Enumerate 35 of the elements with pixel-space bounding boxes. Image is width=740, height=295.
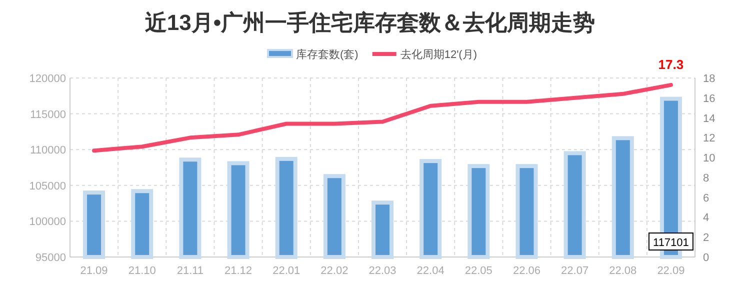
y2-tick-label: 4 (703, 212, 710, 224)
x-tick-label: 22.04 (416, 265, 444, 277)
x-tick-label: 22.07 (561, 265, 589, 277)
legend-label: 库存套数(套) (296, 48, 358, 61)
y2-tick-label: 16 (703, 92, 716, 105)
y-tick-label: 120000 (29, 73, 66, 85)
y-tick-label: 105000 (29, 180, 66, 192)
x-tick-label: 22.08 (609, 265, 637, 277)
y2-tick-label: 0 (703, 252, 710, 264)
data-label: 17.3 (658, 56, 684, 72)
y-tick-label: 100000 (29, 216, 66, 228)
x-tick-label: 21.10 (128, 265, 156, 277)
x-tick-label: 22.03 (368, 265, 396, 277)
x-tick-label: 22.02 (320, 265, 348, 277)
x-tick-label: 21.09 (80, 265, 108, 277)
legend-label: 去化周期12'(月) (400, 48, 477, 61)
x-tick-label: 22.05 (464, 265, 492, 277)
y-tick-label: 95000 (35, 252, 66, 264)
y2-tick-label: 2 (703, 232, 710, 244)
y2-tick-label: 18 (703, 73, 716, 85)
x-tick-label: 21.12 (224, 265, 252, 277)
y2-tick-label: 12 (703, 132, 716, 145)
y-tick-label: 115000 (30, 108, 66, 121)
y2-tick-label: 10 (703, 152, 716, 165)
y2-tick-label: 8 (703, 172, 710, 184)
x-tick-label: 21.11 (176, 265, 204, 277)
data-label: 117101 (653, 237, 689, 249)
x-tick-label: 22.01 (272, 265, 300, 277)
y-tick-label: 110000 (30, 144, 66, 157)
chart-title: 近13月•广州一手住宅库存套数＆去化周期走势 (144, 10, 596, 35)
y2-tick-label: 14 (703, 112, 716, 125)
y2-tick-label: 6 (703, 192, 710, 204)
x-tick-label: 22.06 (512, 265, 540, 277)
x-tick-label: 22.09 (657, 265, 685, 277)
line-series (92, 82, 673, 153)
